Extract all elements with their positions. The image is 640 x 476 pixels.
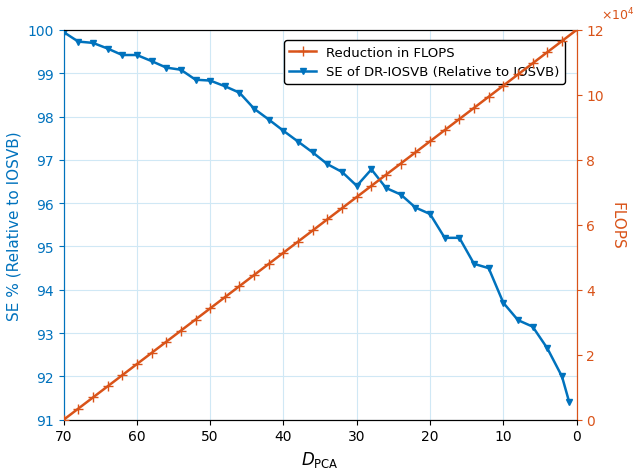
SE of DR-IOSVB (Relative to IOSVB) — [339, 170, 346, 176]
Reduction in FLOPS — [89, 395, 97, 400]
SE of DR-IOSVB (Relative to IOSVB) — [294, 139, 302, 145]
Reduction in FLOPS — [206, 306, 214, 312]
Reduction in FLOPS — [353, 195, 360, 200]
Reduction in FLOPS — [339, 206, 346, 211]
SE of DR-IOSVB (Relative to IOSVB) — [265, 118, 273, 123]
SE of DR-IOSVB (Relative to IOSVB) — [543, 346, 551, 351]
SE of DR-IOSVB (Relative to IOSVB) — [441, 236, 449, 241]
SE of DR-IOSVB (Relative to IOSVB) — [104, 47, 111, 52]
SE of DR-IOSVB (Relative to IOSVB) — [60, 30, 67, 36]
Y-axis label: FLOPS: FLOPS — [610, 201, 625, 249]
Reduction in FLOPS — [485, 95, 493, 100]
Reduction in FLOPS — [426, 139, 434, 145]
Reduction in FLOPS — [74, 406, 82, 412]
Reduction in FLOPS — [456, 117, 463, 123]
Reduction in FLOPS — [558, 39, 566, 45]
SE of DR-IOSVB (Relative to IOSVB) — [148, 59, 156, 65]
Reduction in FLOPS — [309, 228, 317, 234]
X-axis label: $D_{\rm PCA}$: $D_{\rm PCA}$ — [301, 449, 339, 469]
SE of DR-IOSVB (Relative to IOSVB) — [324, 162, 332, 168]
SE of DR-IOSVB (Relative to IOSVB) — [192, 78, 200, 83]
Reduction in FLOPS — [104, 384, 111, 389]
SE of DR-IOSVB (Relative to IOSVB) — [177, 68, 185, 73]
Text: $\times 10^4$: $\times 10^4$ — [601, 7, 634, 23]
SE of DR-IOSVB (Relative to IOSVB) — [221, 84, 228, 90]
Reduction in FLOPS — [148, 350, 156, 356]
SE of DR-IOSVB (Relative to IOSVB) — [89, 41, 97, 47]
SE of DR-IOSVB (Relative to IOSVB) — [558, 374, 566, 379]
Reduction in FLOPS — [250, 273, 258, 278]
Legend: Reduction in FLOPS, SE of DR-IOSVB (Relative to IOSVB): Reduction in FLOPS, SE of DR-IOSVB (Rela… — [284, 41, 565, 84]
SE of DR-IOSVB (Relative to IOSVB) — [456, 236, 463, 241]
SE of DR-IOSVB (Relative to IOSVB) — [470, 261, 478, 267]
Reduction in FLOPS — [60, 417, 67, 423]
Reduction in FLOPS — [543, 50, 551, 56]
SE of DR-IOSVB (Relative to IOSVB) — [485, 266, 493, 271]
SE of DR-IOSVB (Relative to IOSVB) — [499, 300, 507, 306]
SE of DR-IOSVB (Relative to IOSVB) — [309, 150, 317, 156]
Reduction in FLOPS — [118, 373, 126, 378]
Reduction in FLOPS — [397, 161, 404, 167]
Y-axis label: SE % (Relative to IOSVB): SE % (Relative to IOSVB) — [7, 131, 22, 320]
SE of DR-IOSVB (Relative to IOSVB) — [236, 90, 243, 96]
Reduction in FLOPS — [177, 328, 185, 334]
Reduction in FLOPS — [499, 84, 507, 89]
Reduction in FLOPS — [514, 72, 522, 78]
Reduction in FLOPS — [221, 295, 228, 300]
SE of DR-IOSVB (Relative to IOSVB) — [118, 53, 126, 59]
SE of DR-IOSVB (Relative to IOSVB) — [426, 212, 434, 218]
Reduction in FLOPS — [280, 250, 287, 256]
SE of DR-IOSVB (Relative to IOSVB) — [382, 186, 390, 191]
Reduction in FLOPS — [382, 172, 390, 178]
Reduction in FLOPS — [133, 361, 141, 367]
Line: Reduction in FLOPS: Reduction in FLOPS — [59, 26, 582, 425]
SE of DR-IOSVB (Relative to IOSVB) — [353, 184, 360, 189]
SE of DR-IOSVB (Relative to IOSVB) — [163, 66, 170, 71]
Reduction in FLOPS — [192, 317, 200, 323]
Reduction in FLOPS — [265, 261, 273, 267]
SE of DR-IOSVB (Relative to IOSVB) — [133, 53, 141, 59]
Reduction in FLOPS — [470, 106, 478, 111]
Reduction in FLOPS — [236, 284, 243, 289]
SE of DR-IOSVB (Relative to IOSVB) — [280, 129, 287, 134]
Reduction in FLOPS — [294, 239, 302, 245]
Reduction in FLOPS — [324, 217, 332, 223]
SE of DR-IOSVB (Relative to IOSVB) — [250, 107, 258, 112]
SE of DR-IOSVB (Relative to IOSVB) — [529, 324, 536, 330]
Reduction in FLOPS — [412, 150, 419, 156]
SE of DR-IOSVB (Relative to IOSVB) — [367, 167, 375, 173]
Reduction in FLOPS — [573, 28, 580, 34]
SE of DR-IOSVB (Relative to IOSVB) — [206, 79, 214, 84]
Line: SE of DR-IOSVB (Relative to IOSVB): SE of DR-IOSVB (Relative to IOSVB) — [60, 30, 573, 406]
SE of DR-IOSVB (Relative to IOSVB) — [514, 317, 522, 323]
Reduction in FLOPS — [367, 184, 375, 189]
Reduction in FLOPS — [529, 61, 536, 67]
SE of DR-IOSVB (Relative to IOSVB) — [566, 400, 573, 406]
SE of DR-IOSVB (Relative to IOSVB) — [74, 40, 82, 45]
Reduction in FLOPS — [163, 339, 170, 345]
SE of DR-IOSVB (Relative to IOSVB) — [412, 205, 419, 211]
SE of DR-IOSVB (Relative to IOSVB) — [397, 192, 404, 198]
Reduction in FLOPS — [441, 128, 449, 134]
